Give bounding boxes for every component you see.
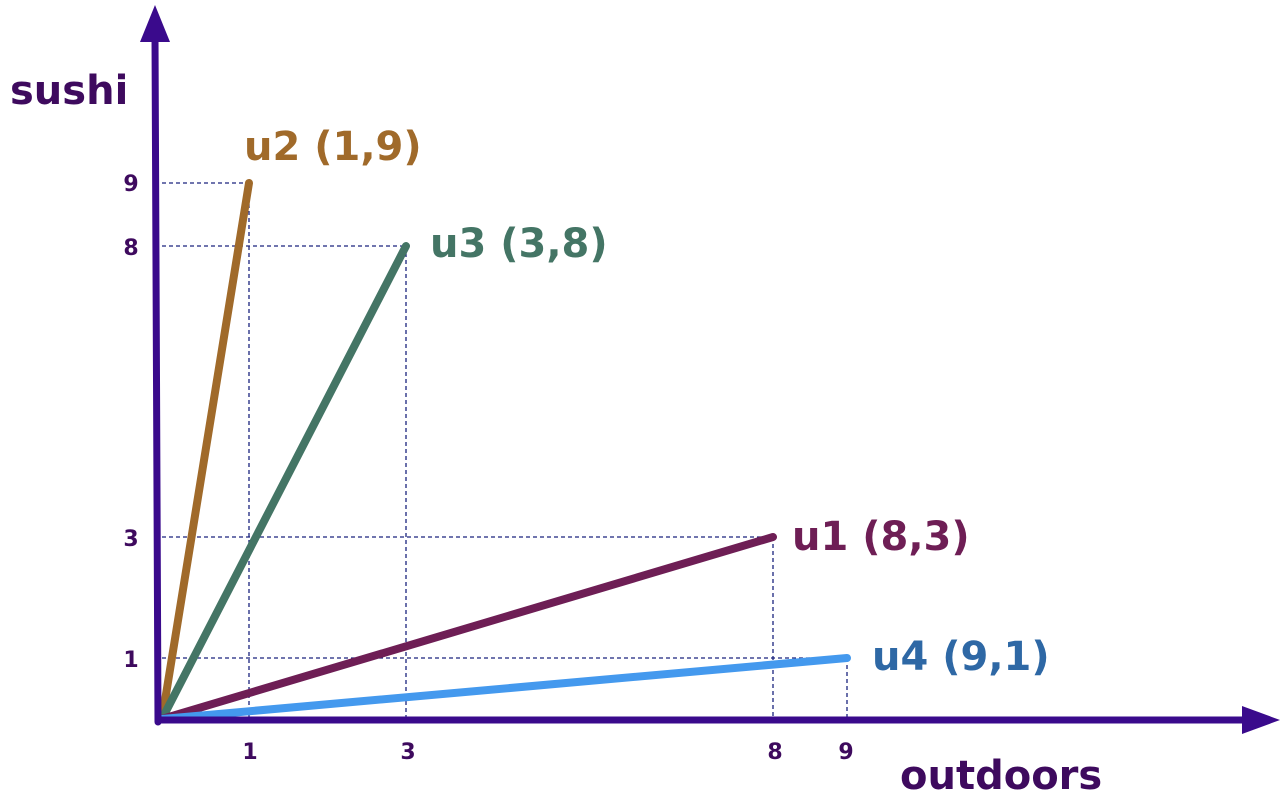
y-axis-line [151,32,162,726]
guide-lines [162,182,848,720]
vector-u4 [158,654,851,723]
vector-labels: u2 (1,9) u3 (3,8) u1 (8,3) u4 (9,1) [244,124,1050,680]
vector-label-u3: u3 (3,8) [430,221,608,267]
x-tick-label: 8 [767,740,782,765]
y-tick-labels: 9 8 3 1 [123,172,138,673]
vectors [158,179,851,723]
y-axis-arrowhead [140,5,170,42]
y-tick-label: 8 [123,236,138,261]
vector-u1 [158,533,777,723]
y-tick-label: 9 [123,172,138,197]
vector-u3 [158,242,410,723]
x-tick-label: 9 [838,740,853,765]
vector-label-u4: u4 (9,1) [872,634,1050,680]
vector-u2 [158,179,253,723]
vector-label-u1: u1 (8,3) [792,514,970,560]
x-axis-arrowhead [1242,706,1280,734]
x-axis-title: outdoors [900,753,1102,799]
y-tick-label: 3 [123,527,138,552]
x-tick-label: 1 [242,740,257,765]
axes [140,5,1280,734]
y-axis-title: sushi [10,68,128,114]
x-tick-label: 3 [400,740,415,765]
y-tick-label: 1 [123,648,138,673]
x-tick-labels: 1 3 8 9 [242,740,853,765]
vector-label-u2: u2 (1,9) [244,124,422,170]
